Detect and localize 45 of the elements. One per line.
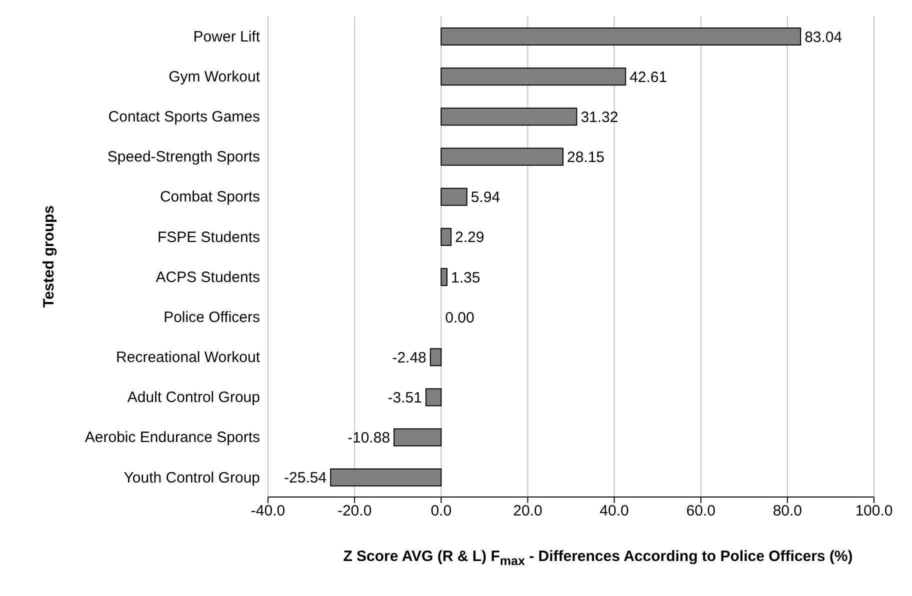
bar — [425, 388, 442, 406]
x-axis-title: Z Score AVG (R & L) F$_{max}$ - Differences According to Police Officers (%) — [342, 548, 854, 568]
data-label: 1.35 — [450, 269, 480, 286]
y-tick-label: Combat Sports — [160, 188, 260, 206]
y-tick-label: ACPS Students — [156, 268, 260, 286]
y-tick-label: Gym Workout — [168, 68, 261, 86]
data-label: -2.48 — [392, 349, 426, 366]
bar — [440, 268, 448, 286]
x-tick-label: 20.0 — [513, 502, 542, 520]
data-label: -25.54 — [284, 470, 327, 487]
y-tick-label: Aerobic Endurance Sports — [84, 429, 260, 446]
bar — [440, 228, 452, 246]
y-tick-label: Police Officers — [164, 308, 260, 326]
data-label: 0.00 — [445, 309, 474, 326]
data-label: 5.94 — [470, 189, 500, 206]
bar — [330, 468, 442, 486]
bar — [394, 428, 442, 446]
y-tick-label: Youth Control Group — [124, 469, 260, 486]
y-tick-label: Recreational Workout — [116, 349, 261, 366]
data-label: 42.61 — [630, 68, 668, 86]
bar — [440, 108, 578, 126]
y-tick-label: FSPE Students — [157, 228, 260, 246]
data-label: 2.29 — [455, 229, 484, 246]
data-label: -10.88 — [348, 430, 390, 447]
y-tick-label: Contact Sports Games — [108, 108, 260, 126]
data-label: 83.04 — [804, 28, 842, 46]
y-tick-label: Adult Control Group — [127, 389, 260, 406]
data-label: -3.51 — [388, 390, 422, 406]
y-axis-title: Tested groups — [40, 205, 58, 308]
bar — [440, 188, 468, 206]
x-tick-label: 80.0 — [772, 502, 802, 520]
x-tick-label: 40.0 — [600, 502, 629, 520]
bar — [440, 148, 564, 166]
y-tick-label: Speed-Strength Sports — [107, 148, 260, 166]
x-tick-label: -20.0 — [337, 502, 372, 520]
bar — [430, 348, 442, 366]
y-tick-label: Power Lift — [193, 28, 261, 46]
x-tick-label: 100.0 — [855, 502, 893, 520]
x-tick-label: 0.0 — [430, 502, 452, 520]
data-label: 31.32 — [580, 108, 618, 126]
bar — [440, 28, 802, 46]
x-tick-label: -40.0 — [250, 502, 286, 520]
data-label: 28.15 — [566, 149, 605, 166]
x-tick-label: 60.0 — [686, 502, 716, 520]
bar — [440, 68, 626, 86]
